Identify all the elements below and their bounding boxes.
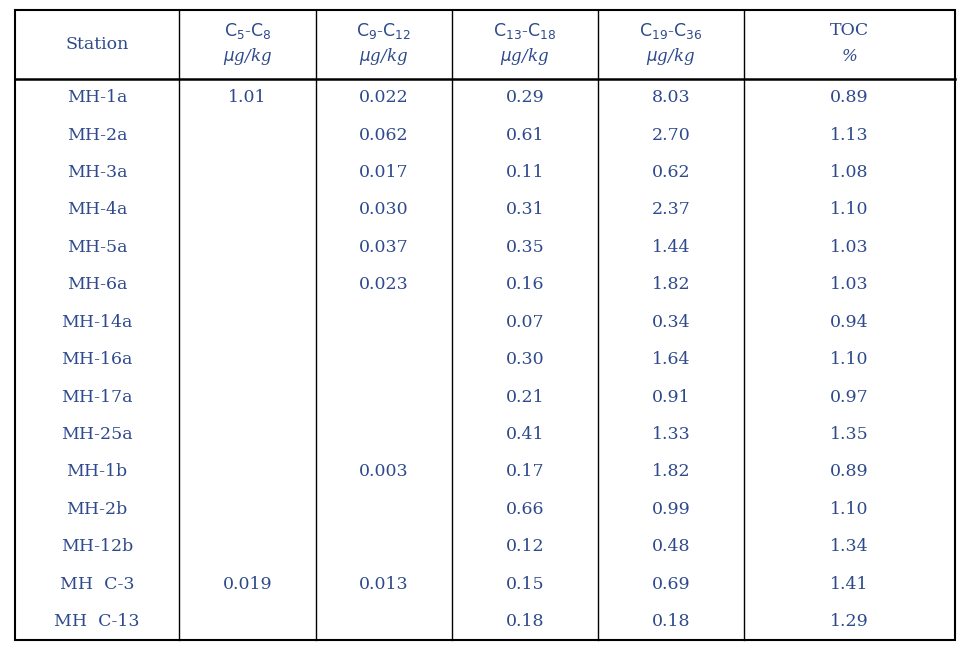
Text: 1.64: 1.64: [651, 351, 689, 368]
Text: MH-2b: MH-2b: [66, 500, 127, 518]
Text: MH-1b: MH-1b: [66, 463, 127, 480]
Text: 0.062: 0.062: [359, 127, 408, 144]
Text: 0.41: 0.41: [505, 426, 544, 443]
Text: MH-2a: MH-2a: [67, 127, 127, 144]
Text: 0.97: 0.97: [829, 389, 868, 406]
Text: 0.12: 0.12: [505, 538, 544, 555]
Text: 0.07: 0.07: [505, 314, 544, 331]
Text: 0.16: 0.16: [505, 276, 544, 293]
Text: MH-25a: MH-25a: [61, 426, 133, 443]
Text: TOC: TOC: [829, 22, 868, 39]
Text: 0.17: 0.17: [505, 463, 544, 480]
Text: 1.33: 1.33: [651, 426, 690, 443]
Text: 1.10: 1.10: [829, 351, 868, 368]
Text: 0.31: 0.31: [505, 202, 544, 218]
Text: 0.61: 0.61: [505, 127, 544, 144]
Text: MH-17a: MH-17a: [61, 389, 133, 406]
Text: 0.022: 0.022: [359, 89, 408, 106]
Text: 0.18: 0.18: [651, 613, 689, 630]
Text: MH-1a: MH-1a: [67, 89, 127, 106]
Text: 1.29: 1.29: [829, 613, 868, 630]
Text: 0.15: 0.15: [505, 576, 544, 593]
Text: $\mathit{\mu}$g/kg: $\mathit{\mu}$g/kg: [500, 46, 549, 68]
Text: 1.35: 1.35: [829, 426, 868, 443]
Text: 0.94: 0.94: [829, 314, 868, 331]
Text: $\mathsf{C_{13}}$-$\mathsf{C_{18}}$: $\mathsf{C_{13}}$-$\mathsf{C_{18}}$: [493, 21, 556, 40]
Text: 1.34: 1.34: [829, 538, 868, 555]
Text: 1.10: 1.10: [829, 500, 868, 518]
Text: 0.30: 0.30: [505, 351, 544, 368]
Text: 0.69: 0.69: [651, 576, 689, 593]
Text: 0.037: 0.037: [359, 239, 408, 256]
Text: MH  C-3: MH C-3: [59, 576, 134, 593]
Text: %: %: [841, 48, 857, 65]
Text: 0.11: 0.11: [505, 164, 544, 181]
Text: 8.03: 8.03: [651, 89, 689, 106]
Text: $\mathsf{C_5}$-$\mathsf{C_8}$: $\mathsf{C_5}$-$\mathsf{C_8}$: [224, 21, 271, 40]
Text: 0.62: 0.62: [651, 164, 689, 181]
Text: 0.017: 0.017: [359, 164, 408, 181]
Text: 0.030: 0.030: [359, 202, 408, 218]
Text: 1.01: 1.01: [228, 89, 266, 106]
Text: $\mathit{\mu}$g/kg: $\mathit{\mu}$g/kg: [645, 46, 695, 68]
Text: 0.013: 0.013: [359, 576, 408, 593]
Text: 0.35: 0.35: [505, 239, 544, 256]
Text: 0.003: 0.003: [359, 463, 408, 480]
Text: MH  C-13: MH C-13: [54, 613, 140, 630]
Text: 0.99: 0.99: [651, 500, 690, 518]
Text: 1.13: 1.13: [829, 127, 868, 144]
Text: 0.21: 0.21: [505, 389, 544, 406]
Text: Station: Station: [65, 36, 129, 53]
Text: 0.48: 0.48: [651, 538, 689, 555]
Text: MH-3a: MH-3a: [67, 164, 127, 181]
Text: MH-6a: MH-6a: [67, 276, 127, 293]
Text: MH-5a: MH-5a: [67, 239, 127, 256]
Text: $\mathit{\mu}$g/kg: $\mathit{\mu}$g/kg: [359, 46, 408, 68]
Text: 1.03: 1.03: [829, 276, 868, 293]
Text: 2.70: 2.70: [651, 127, 690, 144]
Text: 1.08: 1.08: [829, 164, 868, 181]
Text: 1.41: 1.41: [829, 576, 868, 593]
Text: 1.44: 1.44: [651, 239, 689, 256]
Text: 1.10: 1.10: [829, 202, 868, 218]
Text: MH-14a: MH-14a: [61, 314, 133, 331]
Text: 0.023: 0.023: [359, 276, 408, 293]
Text: 0.019: 0.019: [222, 576, 272, 593]
Text: 0.91: 0.91: [651, 389, 689, 406]
Text: 0.66: 0.66: [505, 500, 544, 518]
Text: 0.18: 0.18: [505, 613, 544, 630]
Text: 0.89: 0.89: [829, 89, 868, 106]
Text: MH-12b: MH-12b: [61, 538, 133, 555]
Text: MH-4a: MH-4a: [67, 202, 127, 218]
Text: 0.34: 0.34: [651, 314, 689, 331]
Text: 2.37: 2.37: [651, 202, 690, 218]
Text: $\mathsf{C_9}$-$\mathsf{C_{12}}$: $\mathsf{C_9}$-$\mathsf{C_{12}}$: [356, 21, 411, 40]
Text: $\mathsf{C_{19}}$-$\mathsf{C_{36}}$: $\mathsf{C_{19}}$-$\mathsf{C_{36}}$: [639, 21, 702, 40]
Text: $\mathit{\mu}$g/kg: $\mathit{\mu}$g/kg: [223, 46, 271, 68]
Text: 1.82: 1.82: [651, 463, 689, 480]
Text: 0.29: 0.29: [505, 89, 544, 106]
Text: 0.89: 0.89: [829, 463, 868, 480]
Text: 1.03: 1.03: [829, 239, 868, 256]
Text: 1.82: 1.82: [651, 276, 689, 293]
Text: MH-16a: MH-16a: [61, 351, 133, 368]
